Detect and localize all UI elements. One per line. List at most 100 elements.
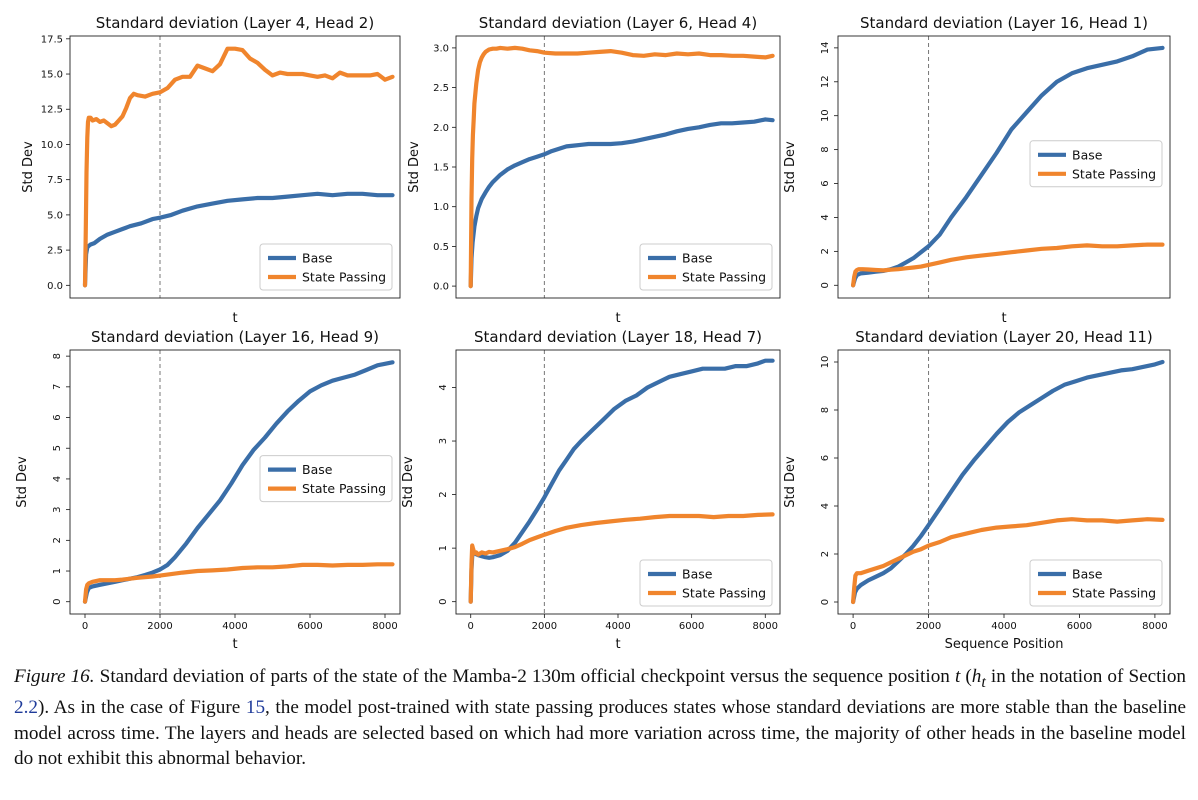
chart-4-ytick-label: 2 xyxy=(52,537,63,543)
chart-5-frame xyxy=(455,349,781,615)
chart-2-legend-label: State Passing xyxy=(682,270,766,285)
caption-text-2: ( xyxy=(960,666,972,687)
chart-6-legend-label: State Passing xyxy=(1072,586,1156,601)
chart-5-ytick-label: 4 xyxy=(438,384,449,390)
chart-3-frame xyxy=(837,35,1171,299)
chart-4-ytick-label: 0 xyxy=(52,599,63,605)
chart-4-series-state-passing xyxy=(82,562,395,604)
chart-5-xtick-label: 0 xyxy=(468,621,474,632)
chart-5-xtick-label: 2000 xyxy=(532,621,557,632)
chart-5-xtick-label: 8000 xyxy=(753,621,778,632)
chart-3-ytick-label: 2 xyxy=(820,248,831,254)
chart-3-legend: Base State Passing xyxy=(1029,140,1163,188)
chart-3: Standard deviation (Layer 16, Head 1) Std… xyxy=(783,14,1171,326)
chart-6-ytick-label: 8 xyxy=(820,407,831,413)
chart-5-legend-label: State Passing xyxy=(682,586,766,601)
chart-5: Standard deviation (Layer 18, Head 7) Std… xyxy=(401,328,781,652)
caption-label: Figure 16. xyxy=(14,666,95,687)
chart-6-xtick-label: 2000 xyxy=(916,621,941,632)
chart-2-ytick-label: 3.0 xyxy=(433,43,449,54)
chart-2-series-base xyxy=(468,117,775,289)
chart-2-ytick-label: 2.5 xyxy=(433,83,449,94)
chart-3-ytick-label: 10 xyxy=(820,109,831,122)
chart-4-ytick-label: 1 xyxy=(52,568,63,574)
caption-ht-symbol: h xyxy=(971,666,982,687)
chart-4-xtick-label: 2000 xyxy=(147,621,172,632)
chart-5-ylabel: Std Dev xyxy=(401,456,416,508)
chart-5-title: Standard deviation (Layer 18, Head 7) xyxy=(474,328,762,346)
chart-3-xlabel: t xyxy=(1001,311,1006,326)
chart-6-legend: Base State Passing xyxy=(1029,559,1163,607)
chart-2-ytick-label: 1.5 xyxy=(433,163,449,174)
chart-5-series-state-passing xyxy=(468,512,775,604)
chart-2-title: Standard deviation (Layer 6, Head 4) xyxy=(479,14,757,32)
chart-3-ytick-label: 0 xyxy=(820,282,831,288)
chart-6-xtick-label: 8000 xyxy=(1142,621,1167,632)
chart-3-ytick-label: 14 xyxy=(820,42,831,55)
figure-link[interactable]: 15 xyxy=(245,697,266,719)
chart-6-ytick-label: 2 xyxy=(820,551,831,557)
chart-3-legend-label: State Passing xyxy=(1072,166,1156,181)
chart-5-legend-label: Base xyxy=(682,567,713,582)
figure-caption: Figure 16. Standard deviation of parts o… xyxy=(14,664,1186,772)
chart-2-ylabel: Std Dev xyxy=(407,141,422,193)
chart-2-legend: Base State Passing xyxy=(639,243,773,291)
caption-ht-subscript: t xyxy=(981,673,986,691)
chart-4-legend-label: Base xyxy=(302,462,333,477)
chart-1-ytick-label: 17.5 xyxy=(41,34,63,45)
chart-4-legend-label: State Passing xyxy=(302,481,386,496)
chart-1-xlabel: t xyxy=(232,311,237,326)
chart-3-series-state-passing xyxy=(850,242,1165,288)
chart-4-frame xyxy=(69,349,401,615)
chart-3-title: Standard deviation (Layer 16, Head 1) xyxy=(860,14,1148,32)
chart-1: Standard deviation (Layer 4, Head 2) Std … xyxy=(21,14,401,326)
chart-3-ytick-label: 6 xyxy=(820,180,831,186)
chart-4-legend: Base State Passing xyxy=(259,455,393,503)
chart-4-xtick-label: 8000 xyxy=(372,621,397,632)
chart-5-xtick-label: 4000 xyxy=(605,621,630,632)
chart-1-legend: Base State Passing xyxy=(259,243,393,291)
caption-text-3: in the notation of Section xyxy=(985,666,1187,687)
caption-text-4: ). As in the case of Figure xyxy=(37,697,246,719)
chart-3-ytick-label: 8 xyxy=(820,146,831,152)
chart-6-ytick-label: 4 xyxy=(820,503,831,509)
chart-2-frame xyxy=(455,35,781,299)
chart-2-ytick-label: 1.0 xyxy=(433,202,449,213)
chart-5-xtick-label: 6000 xyxy=(679,621,704,632)
chart-2-ytick-label: 0.0 xyxy=(433,282,449,293)
chart-6: Standard deviation (Layer 20, Head 11) St… xyxy=(783,328,1171,652)
chart-3-legend-label: Base xyxy=(1072,147,1103,162)
figure-grid: Standard deviation (Layer 4, Head 2) Std … xyxy=(15,14,1171,652)
chart-6-xlabel: Sequence Position xyxy=(945,637,1064,652)
section-link[interactable]: 2.2 xyxy=(14,697,38,719)
chart-3-ylabel: Std Dev xyxy=(783,141,798,193)
chart-1-ytick-label: 10.0 xyxy=(41,140,63,151)
chart-6-xtick-label: 4000 xyxy=(991,621,1016,632)
chart-2: Standard deviation (Layer 6, Head 4) Std … xyxy=(407,14,781,326)
chart-6-xtick-label: 6000 xyxy=(1067,621,1092,632)
chart-6-legend-label: Base xyxy=(1072,567,1103,582)
chart-1-ytick-label: 7.5 xyxy=(47,175,63,186)
chart-2-ytick-label: 0.5 xyxy=(433,242,449,253)
chart-5-legend: Base State Passing xyxy=(639,559,773,607)
chart-4-ylabel: Std Dev xyxy=(15,456,30,508)
chart-3-ytick-label: 4 xyxy=(820,214,831,220)
chart-6-ylabel: Std Dev xyxy=(783,456,798,508)
chart-4-title: Standard deviation (Layer 16, Head 9) xyxy=(91,328,379,346)
chart-4-ytick-label: 7 xyxy=(52,384,63,390)
chart-5-xlabel: t xyxy=(615,637,620,652)
chart-1-series-base xyxy=(82,191,395,288)
chart-1-ytick-label: 0.0 xyxy=(47,281,63,292)
chart-1-title: Standard deviation (Layer 4, Head 2) xyxy=(96,14,374,32)
chart-5-ytick-label: 1 xyxy=(438,545,449,551)
chart-6-ytick-label: 0 xyxy=(820,599,831,605)
chart-6-ytick-label: 6 xyxy=(820,455,831,461)
chart-3-series-base xyxy=(850,45,1165,288)
chart-4-xlabel: t xyxy=(232,637,237,652)
chart-3-ytick-label: 12 xyxy=(820,75,831,88)
chart-1-ytick-label: 5.0 xyxy=(47,210,63,221)
caption-t-symbol: t xyxy=(954,666,961,687)
chart-4-xtick-label: 4000 xyxy=(222,621,247,632)
chart-1-legend-label: State Passing xyxy=(302,270,386,285)
chart-5-ytick-label: 0 xyxy=(438,598,449,604)
